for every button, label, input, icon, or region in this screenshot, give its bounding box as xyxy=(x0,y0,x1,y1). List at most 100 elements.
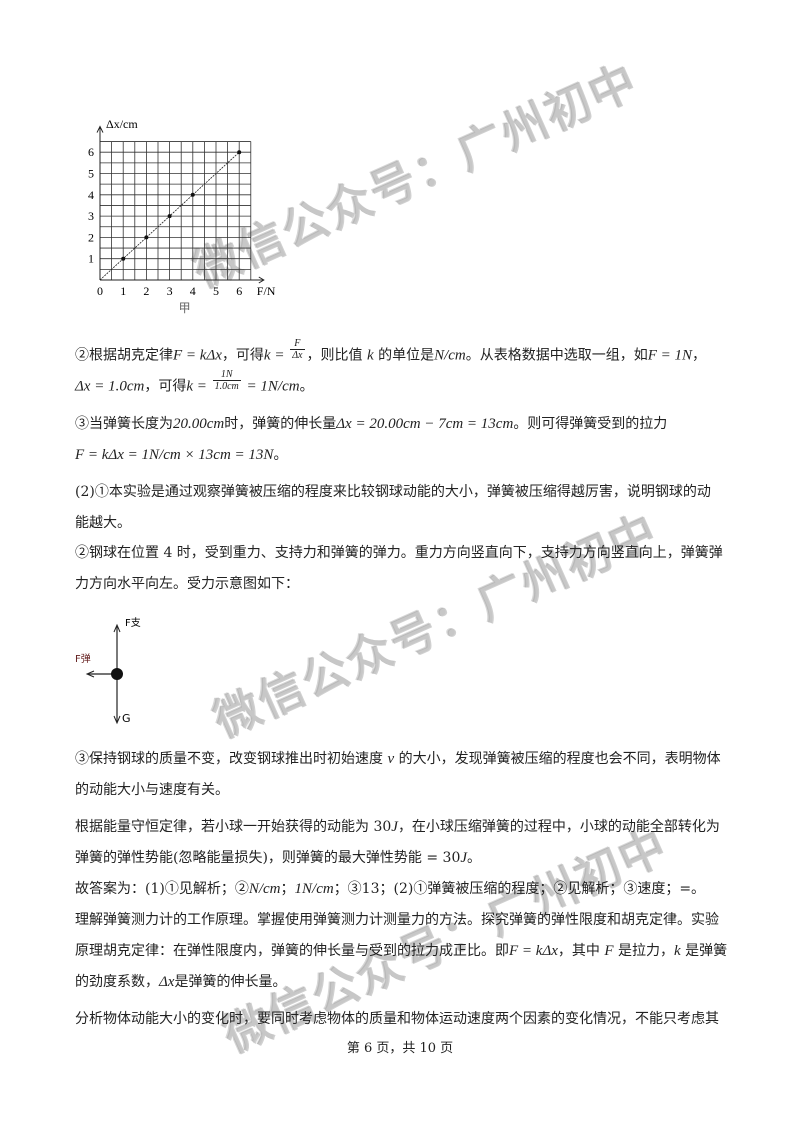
x-tick-label: 2 xyxy=(143,284,149,298)
text-segment: 故答案为：(1)①见解析；② xyxy=(75,881,249,897)
text-line: 弹簧的弹性势能(忽略能量损失)，则弹簧的最大弹性势能 = 30J。 xyxy=(75,848,481,868)
text-segment: 。从表格数据中选取一组，如 xyxy=(465,347,648,364)
text-line: 故答案为：(1)①见解析；②N/cm；1N/cm；③13；(2)①弹簧被压缩的程… xyxy=(75,879,705,899)
hooke-graph: 0 1 2 3 4 5 6 1 2 3 4 5 6 Δx/cm F/N 甲 xyxy=(88,117,276,315)
data-point xyxy=(144,235,149,240)
text-segment: 是弹簧 xyxy=(680,943,728,959)
watermark: 微信公众号：广州初中 xyxy=(205,503,667,749)
text-line: ②根据胡克定律F = kΔx，可得k = F Δx ，则比值 k 的单位是N/cm。… xyxy=(75,338,707,367)
y-tick-label: 4 xyxy=(88,188,94,202)
math-expression: J xyxy=(391,819,398,835)
figure-caption: 甲 xyxy=(179,301,191,315)
text-segment: ，则比值 xyxy=(306,347,367,364)
text-segment: 是拉力， xyxy=(613,943,674,959)
text-segment: 根据能量守恒定律，若小球一开始获得的动能为 30 xyxy=(75,819,392,835)
x-axis-label: F/N xyxy=(257,284,276,298)
text-line: ③当弹簧长度为20.00cm时，弹簧的伸长量Δx = 20.00cm − 7cm… xyxy=(75,414,667,434)
text-segment: 的大小，发现弹簧被压缩的程度也会不同，表明物体 xyxy=(394,751,721,767)
math-expression: F = kΔx = 1N/cm × 13cm = 13N xyxy=(75,447,274,463)
math-expression: F = 1N xyxy=(647,347,693,364)
text-segment: 理解弹簧测力计的工作原理。掌握使用弹簧测力计测量力的方法。探究弹簧的弹性限度和胡… xyxy=(75,912,719,928)
math-expression: J xyxy=(460,850,468,866)
fraction-numerator: 1N xyxy=(212,369,241,381)
y-axis-arrow xyxy=(96,125,104,133)
spring-label: F弹 xyxy=(75,652,91,665)
text-segment: 力方向水平向左。受力示意图如下： xyxy=(75,576,299,592)
math-expression: = 1N/cm xyxy=(242,378,300,395)
gravity-arrowhead xyxy=(113,715,121,725)
math-expression: k = xyxy=(186,378,211,395)
text-segment: 分析物体动能大小的变化时，要同时考虑物体的质量和物体运动速度两个因素的变化情况，… xyxy=(75,1011,719,1027)
math-expression: Δx xyxy=(159,974,175,990)
x-tick-label: 4 xyxy=(190,284,196,298)
support-arrowhead xyxy=(113,623,121,633)
text-line: 分析物体动能大小的变化时，要同时考虑物体的质量和物体运动速度两个因素的变化情况，… xyxy=(75,1009,719,1029)
text-segment: 的动能大小与速度有关。 xyxy=(75,782,229,798)
text-segment: ②根据胡克定律 xyxy=(75,347,173,364)
text-segment: 弹簧的弹性势能(忽略能量损失)，则弹簧的最大弹性势能 = 30 xyxy=(75,850,461,866)
text-segment: 时，弹簧的伸长量 xyxy=(224,416,337,432)
text-segment: 。 xyxy=(299,378,314,395)
text-segment: ； xyxy=(280,881,295,897)
page-footer: 第 6 页，共 10 页 xyxy=(346,1041,454,1056)
data-point xyxy=(237,150,242,155)
text-segment: ③当弹簧长度为 xyxy=(75,416,173,432)
math-expression: k xyxy=(673,943,681,959)
math-expression: k xyxy=(366,347,374,364)
y-axis-label: Δx/cm xyxy=(106,117,138,131)
fraction-denominator: 1.0cm xyxy=(214,381,239,392)
text-line: 力方向水平向左。受力示意图如下： xyxy=(75,574,299,594)
y-tick-label: 6 xyxy=(88,145,94,159)
x-tick-label: 1 xyxy=(120,284,126,298)
gravity-label: G xyxy=(122,712,131,725)
x-tick-label: 3 xyxy=(167,284,173,298)
fraction-numerator: F xyxy=(290,338,305,350)
data-point xyxy=(167,214,172,219)
spring-arrowhead xyxy=(85,670,95,678)
text-line: 原理胡克定律：在弹性限度内，弹簧的伸长量与受到的拉力成正比。即F = kΔx，其… xyxy=(75,941,727,961)
support-label: F支 xyxy=(125,617,141,629)
text-segment: ，在小球压缩弹簧的过程中，小球的动能全部转化为 xyxy=(397,819,720,835)
text-segment: ，其中 xyxy=(557,943,605,959)
fraction-denominator: Δx xyxy=(292,350,303,361)
math-expression: N/cm xyxy=(248,881,281,897)
data-point xyxy=(121,256,126,261)
text-line: 能越大。 xyxy=(75,513,131,533)
text-segment: 。则可得弹簧受到的拉力 xyxy=(513,416,668,432)
math-expression: v xyxy=(387,751,395,767)
math-expression: F = kΔx xyxy=(173,347,222,364)
text-segment: 。 xyxy=(467,850,482,866)
text-segment: ③保持钢球的质量不变，改变钢球推出时初始速度 xyxy=(75,751,388,767)
text-segment: (2)①本实验是通过观察弹簧被压缩的程度来比较钢球动能的大小，弹簧被压缩得越厉害… xyxy=(75,484,711,500)
text-line: 的动能大小与速度有关。 xyxy=(75,780,229,800)
text-segment: ②钢球在位置 4 时，受到重力、支持力和弹簧的弹力。重力方向竖直向下，支持力方向… xyxy=(75,545,723,561)
math-expression: N/cm xyxy=(434,347,466,364)
text-line: ②钢球在位置 4 时，受到重力、支持力和弹簧的弹力。重力方向竖直向下，支持力方向… xyxy=(75,543,723,563)
text-line: F = kΔx = 1N/cm × 13cm = 13N。 xyxy=(75,445,287,465)
math-expression: 1N/cm xyxy=(294,881,334,897)
y-tick-label: 5 xyxy=(88,167,94,181)
text-segment: 的单位是 xyxy=(373,347,435,364)
steel-ball xyxy=(111,668,123,680)
text-segment: 原理胡克定律：在弹性限度内，弹簧的伸长量与受到的拉力成正比。即 xyxy=(75,943,509,959)
math-expression: 20.00cm xyxy=(173,416,225,432)
text-line: 理解弹簧测力计的工作原理。掌握使用弹簧测力计测量力的方法。探究弹簧的弹性限度和胡… xyxy=(75,910,719,930)
y-tick-label: 3 xyxy=(88,209,94,223)
text-segment: ，可得 xyxy=(221,347,264,364)
text-line: 根据能量守恒定律，若小球一开始获得的动能为 30J，在小球压缩弹簧的过程中，小球… xyxy=(75,817,720,837)
y-tick-label: 2 xyxy=(88,230,94,244)
text-segment: ，可得 xyxy=(144,378,187,395)
data-point xyxy=(190,192,195,197)
math-expression: F xyxy=(604,943,614,959)
fraction: 1N 1.0cm xyxy=(212,369,241,392)
text-line: (2)①本实验是通过观察弹簧被压缩的程度来比较钢球动能的大小，弹簧被压缩得越厉害… xyxy=(75,482,711,502)
force-diagram: F支 F弹 G xyxy=(75,617,141,725)
text-segment: ， xyxy=(692,347,707,364)
text-line: 的劲度系数，Δx是弹簧的伸长量。 xyxy=(75,972,286,992)
x-axis-arrow xyxy=(258,276,265,284)
text-segment: ；③13；(2)①弹簧被压缩的程度；②见解析；③速度；=。 xyxy=(333,881,706,897)
text-segment: 是弹簧的伸长量。 xyxy=(174,974,287,990)
x-tick-label: 5 xyxy=(213,284,219,298)
x-tick-label: 0 xyxy=(97,284,103,298)
math-expression: k = xyxy=(263,347,289,364)
